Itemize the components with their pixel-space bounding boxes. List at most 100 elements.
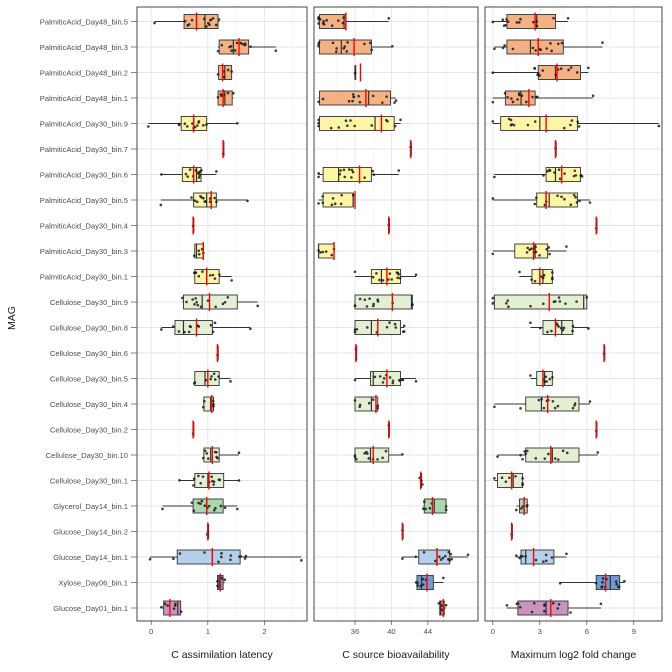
- data-point: [533, 120, 537, 123]
- data-point: [503, 44, 506, 47]
- data-point: [572, 193, 576, 197]
- data-point: [256, 304, 260, 308]
- data-point: [202, 456, 205, 460]
- data-point: [547, 246, 551, 249]
- data-point: [191, 298, 194, 301]
- data-point: [317, 118, 320, 122]
- data-point: [197, 325, 201, 328]
- data-point: [391, 44, 394, 48]
- data-point: [394, 326, 398, 329]
- data-point: [564, 302, 567, 305]
- data-point: [350, 168, 354, 172]
- data-point: [561, 449, 565, 453]
- data-point: [548, 169, 552, 172]
- data-point: [526, 123, 530, 127]
- data-point: [214, 23, 218, 27]
- box-PalmiticAcid_Day48_bin.3: [493, 38, 604, 56]
- data-point: [243, 43, 247, 47]
- box-PalmiticAcid_Day30_bin.3: [317, 242, 336, 260]
- data-point: [547, 452, 550, 456]
- data-point: [190, 501, 194, 504]
- data-point: [321, 250, 325, 254]
- data-point: [515, 21, 519, 24]
- data-point: [346, 124, 349, 127]
- data-point: [353, 455, 357, 459]
- data-point: [192, 484, 195, 487]
- data-point: [330, 24, 334, 27]
- data-point: [556, 194, 559, 198]
- data-point: [563, 172, 566, 175]
- data-point: [371, 275, 375, 279]
- data-point: [353, 304, 357, 308]
- data-point: [229, 380, 232, 383]
- data-point: [537, 398, 541, 402]
- data-point: [402, 324, 406, 328]
- data-point: [233, 49, 237, 52]
- data-point: [601, 41, 604, 44]
- y-tick-label: Cellulose_Day30_bin.8: [50, 324, 128, 333]
- data-point: [570, 119, 574, 122]
- data-point: [416, 584, 419, 587]
- data-point: [398, 276, 402, 280]
- data-point: [442, 576, 445, 580]
- data-point: [202, 405, 205, 409]
- data-point: [199, 305, 203, 309]
- panel-background: [485, 7, 662, 621]
- data-point: [166, 604, 169, 607]
- box-Cellulose_Day30_bin.9: [491, 293, 589, 311]
- data-point: [160, 605, 163, 609]
- data-point: [196, 303, 200, 307]
- y-tick-label: PalmiticAcid_Day48_bin.3: [40, 43, 128, 52]
- data-point: [560, 41, 564, 45]
- data-point: [317, 17, 320, 21]
- data-point: [342, 168, 346, 172]
- y-tick-label: Glucose_Day01_bin.1: [53, 604, 128, 613]
- box-PalmiticAcid_Day30_bin.7: [221, 140, 225, 158]
- data-point: [353, 399, 357, 402]
- data-point: [550, 49, 553, 53]
- data-point: [197, 176, 201, 179]
- data-point: [440, 608, 444, 612]
- data-point: [441, 556, 445, 560]
- data-point: [534, 250, 538, 254]
- data-point: [399, 118, 402, 122]
- data-point: [216, 96, 220, 99]
- data-point: [534, 245, 537, 249]
- panel-1: 0 1 2 C assimilation latency: [136, 6, 308, 661]
- iqr-box: [174, 320, 213, 335]
- data-point: [542, 174, 545, 177]
- data-point: [614, 580, 618, 583]
- box-PalmiticAcid_Day30_bin.1: [192, 267, 233, 286]
- data-point: [159, 203, 163, 207]
- x-tick-label: 9: [632, 627, 636, 636]
- box-PalmiticAcid_Day30_bin.6: [493, 165, 584, 184]
- data-point: [551, 375, 554, 379]
- data-point: [197, 474, 200, 478]
- data-point: [382, 377, 386, 380]
- panel-2: 36 40 44 C source bioavailability: [313, 6, 479, 661]
- data-point: [530, 278, 533, 281]
- data-point: [599, 602, 603, 606]
- data-point: [370, 124, 374, 127]
- data-point: [600, 585, 603, 589]
- data-point: [557, 602, 561, 606]
- box-PalmiticAcid_Day48_bin.2: [216, 63, 233, 82]
- data-point: [353, 124, 356, 128]
- iqr-box: [537, 65, 581, 80]
- data-point: [223, 300, 227, 304]
- data-point: [215, 170, 218, 173]
- data-point: [160, 173, 163, 176]
- data-point: [331, 197, 335, 200]
- data-point: [562, 126, 566, 130]
- data-point: [543, 457, 547, 460]
- box-PalmiticAcid_Day30_bin.4: [191, 216, 195, 235]
- data-point: [553, 457, 557, 460]
- data-point: [190, 196, 193, 199]
- data-point: [203, 399, 206, 403]
- data-point: [388, 321, 391, 324]
- data-point: [184, 172, 188, 176]
- data-point: [542, 302, 545, 306]
- data-point: [366, 452, 369, 455]
- data-point: [187, 23, 191, 26]
